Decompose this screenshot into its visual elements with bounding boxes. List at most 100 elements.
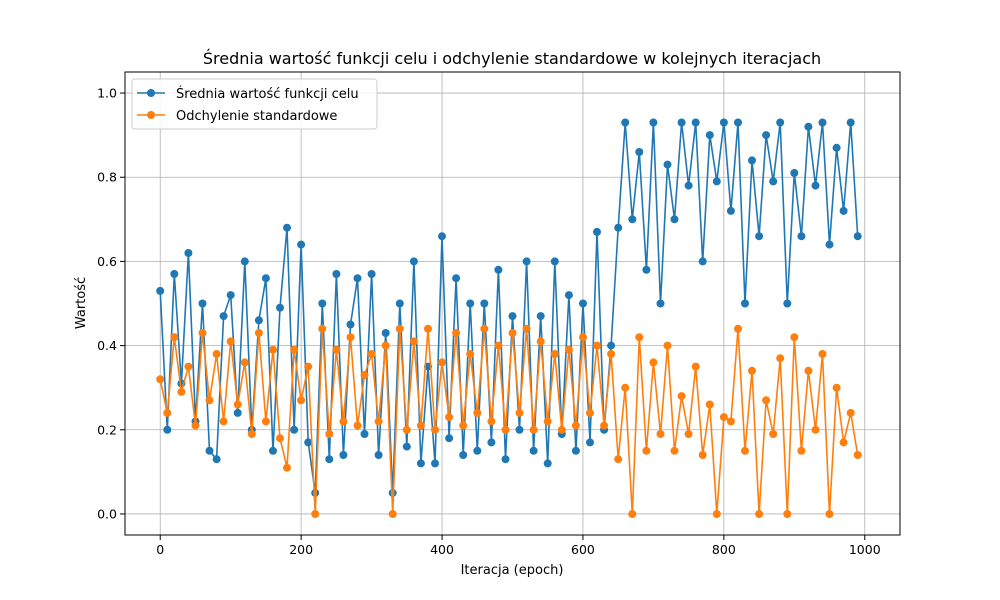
data-point — [198, 329, 207, 337]
y-tick-label: 0.0 — [97, 506, 117, 521]
data-point — [494, 341, 503, 350]
legend-label-mean: Średnia wartość funkcji celu — [176, 86, 359, 102]
data-point — [226, 337, 235, 346]
data-point — [409, 337, 418, 346]
data-point — [663, 160, 672, 169]
data-point — [755, 510, 764, 518]
x-tick-label: 800 — [712, 542, 736, 557]
data-point — [607, 350, 616, 358]
data-point — [184, 249, 193, 257]
data-point — [402, 425, 411, 434]
data-point — [797, 232, 806, 241]
data-point — [783, 299, 792, 308]
data-point — [311, 510, 320, 518]
data-point — [374, 417, 383, 426]
data-point — [804, 366, 813, 375]
data-point — [494, 265, 503, 274]
x-axis-label: Iteracja (epoch) — [461, 563, 564, 578]
data-point — [642, 265, 651, 274]
x-tick-label: 200 — [289, 542, 313, 557]
data-point — [522, 257, 531, 266]
y-tick-label: 0.2 — [97, 422, 117, 437]
data-point — [395, 324, 404, 333]
data-point — [593, 227, 601, 236]
data-point — [452, 329, 461, 337]
data-point — [501, 425, 510, 434]
data-point — [755, 232, 764, 241]
data-point — [656, 299, 665, 308]
data-point — [184, 362, 193, 371]
series-layer — [156, 118, 862, 518]
data-point — [571, 446, 580, 455]
x-tick-label: 400 — [430, 542, 454, 557]
data-point — [269, 345, 277, 354]
data-point — [797, 446, 806, 455]
data-point — [170, 333, 179, 342]
data-point — [529, 446, 538, 455]
data-point — [276, 303, 284, 312]
data-point — [783, 510, 792, 518]
data-point — [832, 383, 841, 392]
data-point — [353, 421, 362, 430]
data-point — [367, 270, 376, 278]
data-point — [311, 488, 320, 497]
legend-marker-std — [147, 111, 155, 119]
data-point — [635, 148, 644, 156]
y-axis-label: Wartość — [74, 277, 89, 329]
data-point — [445, 434, 454, 443]
data-point — [240, 257, 249, 266]
data-point — [811, 425, 820, 434]
data-point — [431, 425, 439, 434]
data-point — [698, 257, 707, 266]
data-point — [452, 274, 461, 283]
data-point — [536, 312, 545, 321]
data-point — [832, 143, 841, 152]
data-point — [339, 451, 348, 459]
data-point — [776, 354, 785, 363]
data-point — [600, 421, 609, 430]
data-point — [332, 270, 341, 278]
legend-box — [131, 78, 378, 130]
data-point — [290, 425, 299, 434]
data-point — [480, 324, 489, 333]
data-point — [367, 350, 376, 358]
data-point — [374, 451, 383, 459]
data-point — [734, 118, 742, 127]
data-point — [508, 329, 517, 337]
data-point — [741, 446, 749, 455]
data-point — [628, 215, 637, 224]
data-point — [790, 169, 799, 177]
data-point — [297, 240, 306, 249]
data-point — [649, 358, 658, 367]
data-point — [818, 118, 827, 127]
data-point — [431, 459, 439, 468]
data-point — [649, 118, 658, 127]
x-tick-label: 0 — [156, 542, 164, 557]
data-point — [325, 455, 334, 464]
data-point — [212, 455, 221, 464]
y-tick-label: 0.4 — [97, 338, 117, 353]
y-tick-label: 1.0 — [97, 86, 117, 101]
data-point — [177, 387, 186, 396]
data-point — [564, 291, 573, 300]
data-point — [726, 417, 735, 426]
data-point — [254, 329, 263, 337]
data-point — [247, 430, 256, 438]
data-point — [297, 396, 306, 405]
data-point — [607, 341, 616, 350]
data-point — [748, 156, 756, 165]
data-point — [156, 286, 165, 295]
data-point — [318, 324, 327, 333]
data-point — [621, 383, 630, 392]
chart-title: Średnia wartość funkcji celu i odchyleni… — [203, 49, 821, 68]
data-point — [614, 223, 623, 232]
legend-label-std: Odchylenie standardowe — [176, 109, 337, 124]
data-point — [839, 206, 848, 215]
data-point — [586, 408, 594, 417]
data-point — [846, 408, 855, 417]
data-point — [219, 417, 228, 426]
series-std — [156, 324, 862, 518]
data-point — [776, 118, 785, 127]
data-point — [156, 375, 165, 384]
data-point — [550, 257, 559, 266]
